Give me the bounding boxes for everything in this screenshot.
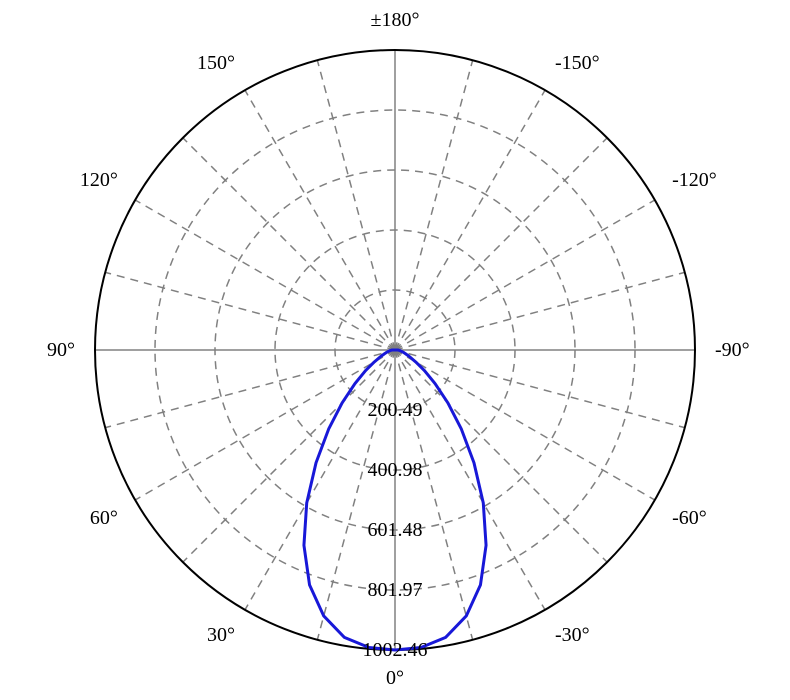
angle-label: ±180°	[371, 9, 420, 31]
polar-chart: 200.49 400.98 601.48 801.97 1002.46 0° 30° 60° 9…	[0, 0, 790, 700]
radial-tick-label: 200.49	[368, 399, 423, 421]
angle-label: 120°	[80, 169, 118, 191]
angle-label: 60°	[90, 507, 118, 529]
radial-tick-label: 400.98	[368, 459, 423, 481]
angle-label: -90°	[715, 339, 750, 361]
angle-label: 90°	[47, 339, 75, 361]
angle-label: -150°	[555, 52, 600, 74]
angle-label: 0°	[386, 667, 404, 689]
radial-tick-label: 1002.46	[363, 639, 428, 661]
radial-tick-label: 601.48	[368, 519, 423, 541]
angle-label: -30°	[555, 624, 590, 646]
angle-label: 30°	[207, 624, 235, 646]
angle-label: 150°	[197, 52, 235, 74]
angle-label: -120°	[672, 169, 717, 191]
radial-tick-label: 801.97	[368, 579, 423, 601]
angle-label: -60°	[672, 507, 707, 529]
